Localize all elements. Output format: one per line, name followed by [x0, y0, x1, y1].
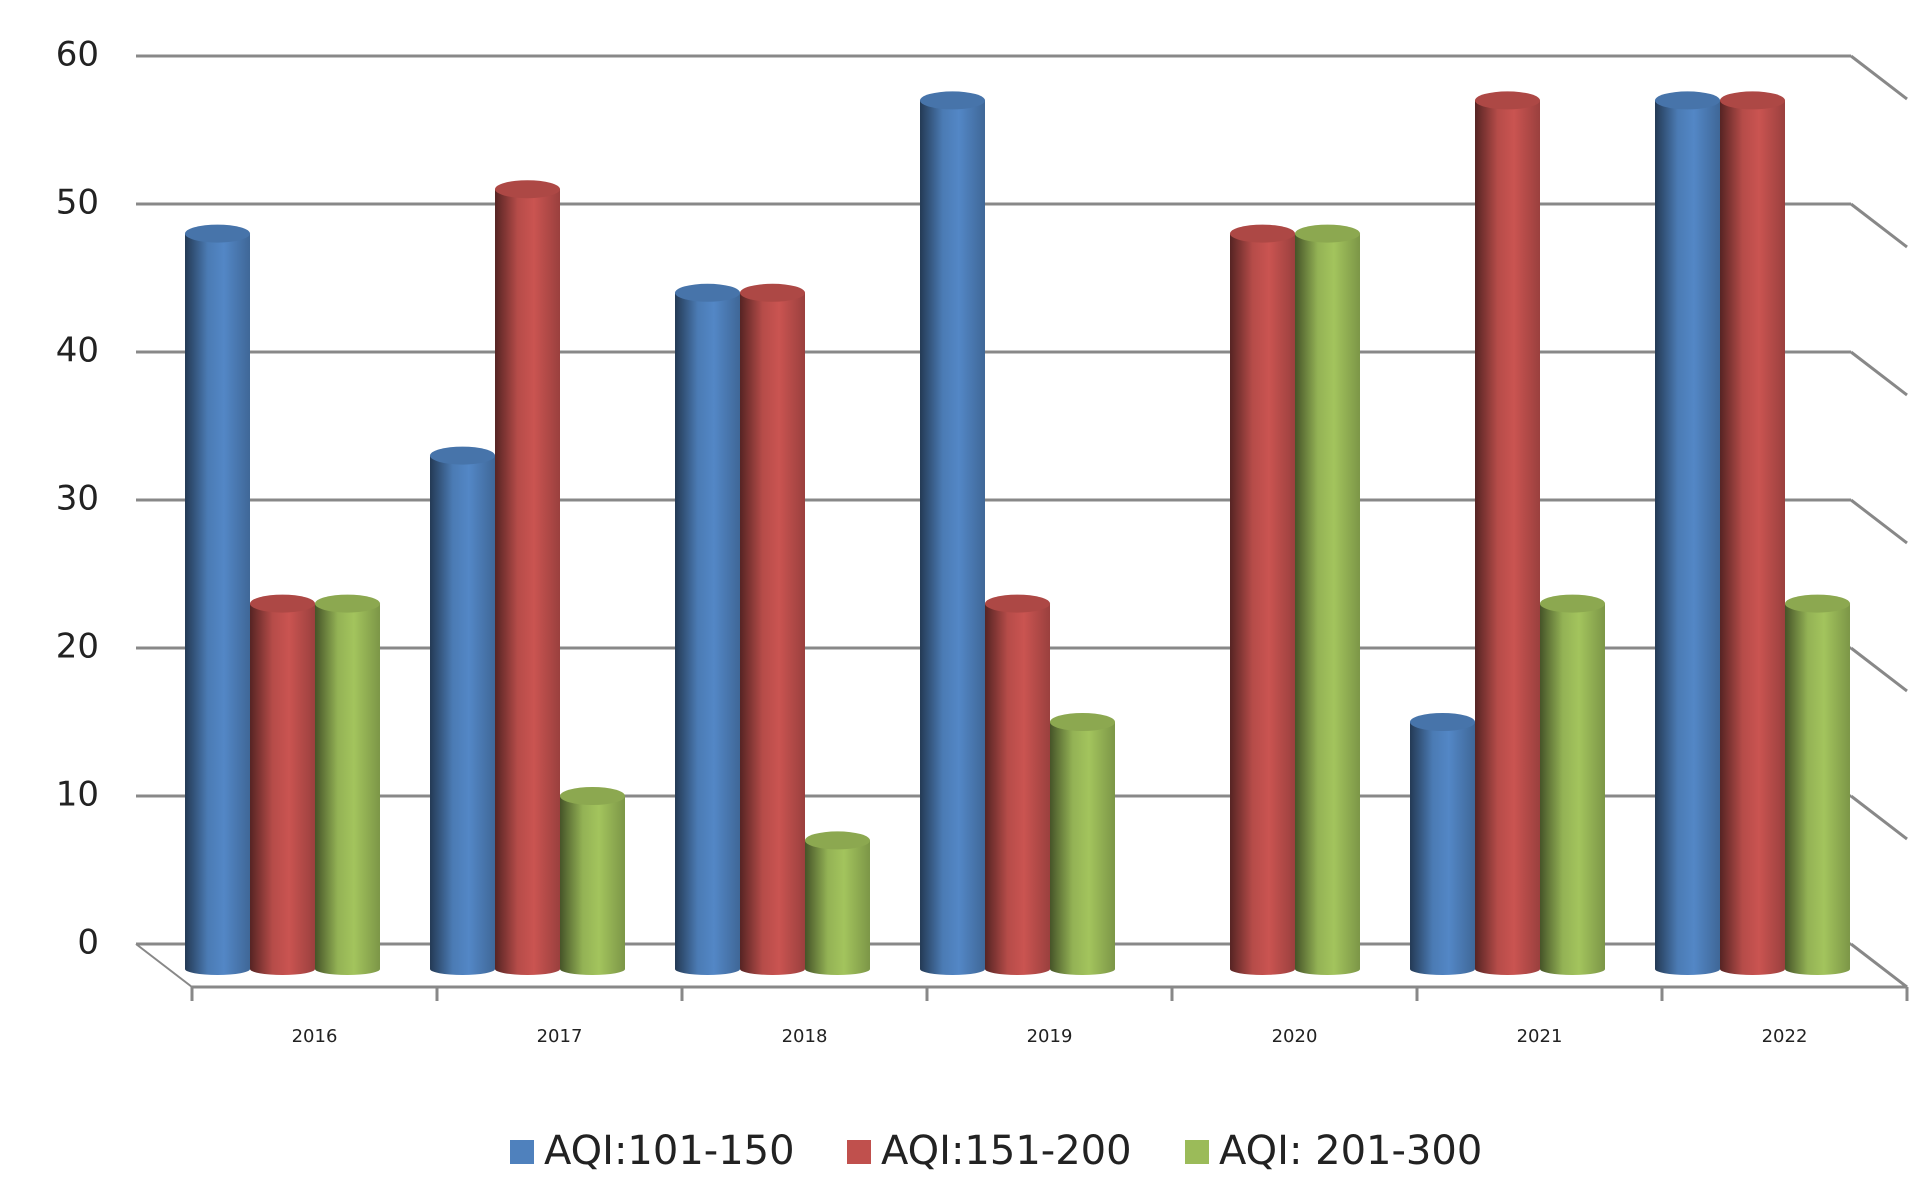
- grid-line-side: [1850, 794, 1908, 841]
- x-tick-label: 2020: [1272, 1026, 1318, 1047]
- bar: [1050, 713, 1115, 975]
- x-tick-label: 2016: [292, 1026, 338, 1047]
- legend-label: AQI:151-200: [881, 1128, 1132, 1174]
- bar: [495, 180, 560, 975]
- bar: [1475, 91, 1540, 975]
- bar: [250, 594, 315, 975]
- y-tick-label: 60: [56, 35, 99, 75]
- floor-left-edge: [135, 943, 193, 988]
- y-tick-label: 40: [56, 331, 99, 371]
- legend-label: AQI: 201-300: [1219, 1128, 1482, 1174]
- legend-swatch: [847, 1140, 871, 1164]
- bar: [920, 91, 985, 975]
- bar: [1410, 713, 1475, 975]
- legend-swatch: [1185, 1140, 1209, 1164]
- legend-swatch: [510, 1140, 534, 1164]
- grid-line-side: [1850, 498, 1908, 545]
- y-tick-label: 50: [56, 183, 99, 223]
- bar: [675, 283, 740, 975]
- x-tick-label: 2021: [1517, 1026, 1563, 1047]
- grid-line-side: [1850, 54, 1908, 101]
- bar: [1785, 594, 1850, 975]
- x-tick-label: 2022: [1762, 1026, 1808, 1047]
- bar: [185, 224, 250, 975]
- x-tick-label: 2018: [782, 1026, 828, 1047]
- bar: [805, 831, 870, 975]
- grid-line-side: [1850, 646, 1908, 693]
- bar: [315, 594, 380, 975]
- grid-line-side: [1850, 202, 1908, 249]
- y-tick-label: 30: [56, 479, 99, 519]
- bar: [560, 787, 625, 975]
- grid-line-side: [1850, 942, 1908, 989]
- legend-label: AQI:101-150: [544, 1128, 795, 1174]
- bar: [740, 283, 805, 975]
- bar: [1540, 594, 1605, 975]
- x-tick-label: 2017: [537, 1026, 583, 1047]
- y-tick-label: 20: [56, 627, 99, 667]
- y-tick-label: 10: [56, 775, 99, 815]
- bar: [1720, 91, 1785, 975]
- y-tick-label: 0: [77, 923, 99, 963]
- bar: [985, 594, 1050, 975]
- bar: [1295, 224, 1360, 975]
- grid-line-side: [1850, 350, 1908, 397]
- bar: [1655, 91, 1720, 975]
- bar: [430, 446, 495, 975]
- bar: [1230, 224, 1295, 975]
- x-tick-label: 2019: [1027, 1026, 1073, 1047]
